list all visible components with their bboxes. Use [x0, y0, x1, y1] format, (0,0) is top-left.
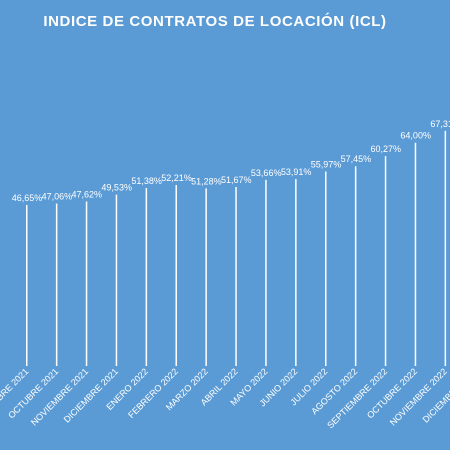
- bar-1: [26, 205, 28, 366]
- data-label-4: 49,53%: [101, 183, 132, 193]
- chart-title: INDICE DE CONTRATOS DE LOCACIÓN (ICL): [43, 12, 386, 30]
- data-label-2: 47,06%: [42, 192, 73, 202]
- bars-group: [26, 130, 447, 366]
- bar-7: [205, 188, 207, 366]
- bar-14: [414, 142, 417, 366]
- bar-5: [145, 188, 148, 366]
- bar-15: [444, 130, 447, 366]
- data-label-1: 46,65%: [12, 193, 43, 203]
- data-label-9: 53,66%: [251, 168, 282, 178]
- bar-9: [265, 179, 267, 366]
- data-label-10: 53,91%: [281, 167, 312, 177]
- data-label-8: 51,67%: [221, 175, 252, 185]
- bar-12: [354, 166, 357, 366]
- data-label-11: 55,97%: [311, 160, 342, 170]
- data-label-14: 64,00%: [400, 131, 431, 141]
- x-tick-label-15: NOVIEMBRE 2022: [388, 366, 449, 427]
- data-label-12: 57,45%: [341, 154, 372, 164]
- data-labels-group: 46,65% 47,06% 47,62%49,53%51,38% 52,21% 51,2…: [12, 119, 450, 203]
- bar-13: [384, 156, 387, 366]
- data-label-15: 67,31%: [430, 119, 450, 129]
- x-tick-label-3: NOVIEMBRE 2021: [29, 366, 90, 427]
- bar-8: [235, 186, 237, 366]
- data-label-3: 47,62%: [72, 190, 103, 200]
- bar-11: [325, 171, 327, 366]
- bar-3: [85, 201, 88, 366]
- data-label-5: 51,38%: [131, 176, 162, 186]
- bar-2: [55, 203, 58, 366]
- data-label-13: 60,27%: [371, 144, 402, 154]
- bar-6: [175, 185, 177, 366]
- data-label-7: 51,28%: [191, 176, 222, 186]
- x-tick-label-4: DICIEMBRE 2021: [62, 366, 120, 424]
- bar-4: [115, 194, 118, 366]
- data-label-6: 52,21%: [161, 173, 192, 183]
- bar-10: [295, 178, 297, 366]
